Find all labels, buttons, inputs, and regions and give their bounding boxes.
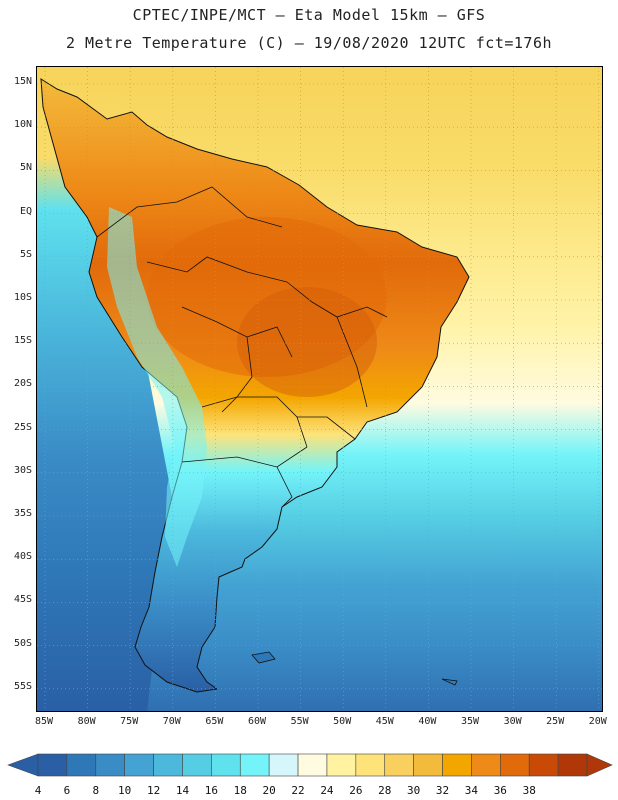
colorbar-swatch-17 [528, 753, 559, 777]
colorbar-swatch-9 [297, 753, 328, 777]
lon-label-55w: 55W [290, 716, 309, 727]
lat-label-5n: 5N [19, 162, 32, 174]
colorbar-swatch-3 [124, 753, 154, 777]
colorbar-label-26: 26 [349, 784, 363, 797]
colorbar-swatch-6 [211, 753, 241, 777]
colorbar-swatch-16 [500, 753, 530, 777]
lat-label-15s: 15S [13, 335, 32, 347]
colorbar-label-24: 24 [320, 784, 334, 797]
map-panel [36, 66, 603, 712]
lon-label-80w: 80W [77, 716, 96, 727]
temperature-map [37, 67, 602, 711]
lon-label-75w: 75W [120, 716, 139, 727]
colorbar-label-30: 30 [407, 784, 421, 797]
lon-label-20w: 20W [588, 716, 607, 727]
pacific-ocean-area [37, 67, 172, 711]
colorbar-over-arrow [586, 753, 613, 777]
colorbar-swatch-2 [95, 753, 125, 777]
lon-label-40w: 40W [418, 716, 437, 727]
colorbar-swatch-14 [442, 753, 472, 777]
lat-label-25s: 25S [13, 421, 32, 433]
lat-label-40s: 40S [13, 551, 32, 563]
colorbar-label-14: 14 [175, 784, 190, 797]
colorbar-swatch-0 [37, 753, 68, 777]
lat-label-30s: 30S [13, 464, 32, 476]
colorbar-swatch-12 [384, 753, 414, 777]
colorbar-swatch-15 [471, 753, 501, 777]
colorbar-label-28: 28 [378, 784, 392, 797]
chart-title-line1: CPTEC/INPE/MCT – Eta Model 15km – GFS [132, 6, 486, 24]
colorbar-label-36: 36 [493, 784, 507, 797]
colorbar-label-6: 6 [63, 784, 71, 797]
lon-label-60w: 60W [247, 716, 267, 727]
lon-label-35w: 35W [460, 716, 480, 727]
lat-label-45s: 45S [13, 594, 32, 606]
colorbar-swatch-4 [153, 753, 183, 777]
colorbar-label-32: 32 [435, 784, 450, 797]
lon-label-70w: 70W [162, 716, 181, 727]
lat-label-15n: 15N [13, 76, 32, 87]
lon-label-85w: 85W [34, 716, 54, 727]
lat-label-20s: 20S [13, 378, 32, 390]
colorbar-label-16: 16 [204, 784, 218, 797]
falkland-islands [251, 651, 276, 664]
colorbar-swatch-7 [239, 753, 270, 777]
colorbar-label-8: 8 [92, 784, 100, 797]
south-georgia [441, 678, 458, 686]
colorbar-label-20: 20 [262, 784, 276, 797]
lon-label-65w: 65W [205, 716, 224, 727]
colorbar-swatch-10 [326, 753, 357, 777]
colorbar-under-arrow [7, 753, 39, 777]
colorbar-swatch-1 [66, 753, 97, 777]
colorbar-swatch-5 [182, 753, 212, 777]
colorbar-label-10: 10 [118, 784, 132, 797]
colorbar-label-18: 18 [233, 784, 247, 797]
central-brazil-hot-region [237, 287, 377, 397]
colorbar-label-4: 4 [34, 784, 42, 797]
lon-label-45w: 45W [375, 716, 394, 727]
lat-label-10s: 10S [13, 292, 32, 303]
colorbar [7, 753, 613, 777]
colorbar-swatch-18 [557, 753, 588, 777]
lat-label-50s: 50S [13, 637, 32, 649]
colorbar-label-38: 38 [522, 784, 536, 797]
colorbar-label-12: 12 [146, 784, 161, 797]
graticule [37, 67, 602, 711]
colorbar-swatch-11 [355, 753, 386, 777]
lon-label-25w: 25W [546, 716, 565, 727]
lon-label-30w: 30W [503, 716, 522, 727]
lat-label-35s: 35S [13, 508, 32, 519]
colorbar-swatch-8 [268, 753, 299, 777]
andes-cool-region [107, 207, 207, 567]
lat-label-55s: 55S [13, 680, 32, 692]
lat-label-eq: EQ [19, 205, 32, 217]
chart-title-line2: 2 Metre Temperature (C) – 19/08/2020 12U… [65, 34, 553, 52]
lat-label-5s: 5S [19, 248, 32, 260]
lon-label-50w: 50W [333, 716, 352, 727]
colorbar-swatch-13 [413, 753, 443, 777]
colorbar-label-34: 34 [464, 784, 479, 797]
lat-label-10n: 10N [13, 119, 32, 131]
colorbar-label-22: 22 [291, 784, 305, 797]
